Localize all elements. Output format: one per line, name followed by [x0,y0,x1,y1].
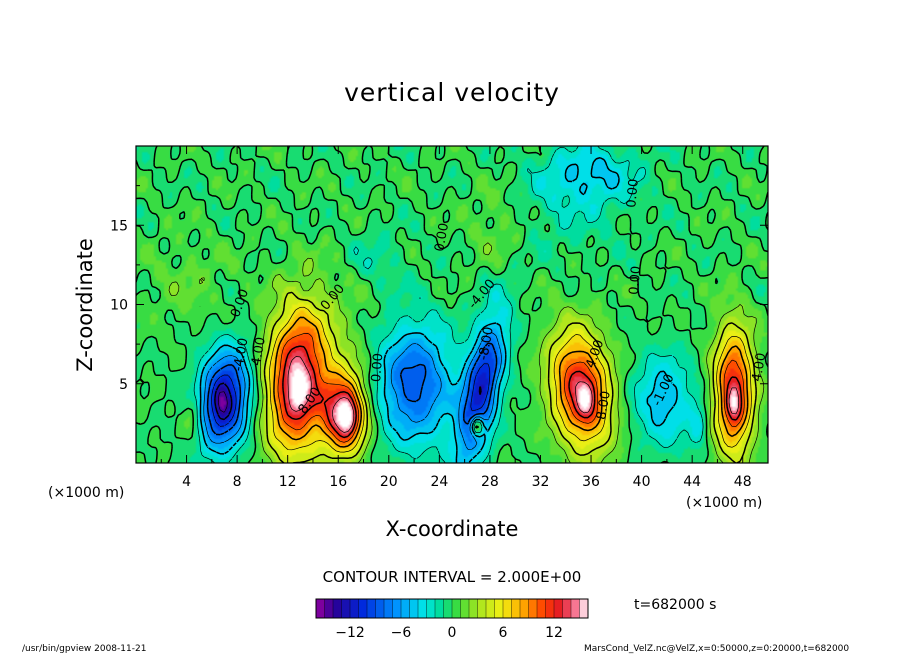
contour-label: 0.00 [432,222,452,253]
colorbar-cell [375,598,385,619]
x-tick-label: 36 [582,474,600,490]
colorbar-cell [443,598,453,619]
contour-label: 0.00 [627,265,644,295]
colorbar-cell [417,598,428,619]
x-tick-label: 4 [182,474,191,490]
colorbar-cell [383,598,394,619]
contour-interval-text: CONTOUR INTERVAL = 2.000E+00 [323,568,582,586]
contour-level-2 [168,242,765,463]
contour-label: 4.00 [249,336,269,367]
colorbar-cell [349,598,360,619]
colorbar-cell [570,598,581,619]
colorbar-cell [366,598,377,619]
colorbar: −12 −6 0 6 12 [315,598,589,641]
colorbar-tick-label: 6 [499,625,508,641]
contour-level-4 [263,291,757,463]
chart-title: vertical velocity [344,78,560,107]
x-axis-label: X-coordinate [386,517,519,541]
contour-level-neg6 [203,332,502,450]
contour-level-12 [282,345,743,439]
colorbar-cell [519,598,530,619]
colorbar-cell [553,598,564,619]
x-unit-left: (×1000 m) [48,485,124,501]
contour-level-neg2 [193,146,704,463]
y-tick-label: 10 [110,298,128,314]
contour-label: -8.00 [476,326,497,362]
y-axis: 5 10 15 [110,185,768,424]
colorbar-cell [341,598,351,619]
colorbar-cell [536,598,547,619]
footer-right: MarsCond_VelZ.nc@VelZ,x=0:50000,z=0:2000… [584,644,849,654]
x-tick-label: 44 [683,474,701,490]
contour-label: 4.00 [750,352,770,383]
colorbar-cell [434,598,445,619]
y-tick-label: 15 [110,218,128,234]
colorbar-tick-label: 12 [545,625,563,641]
colorbar-cell [468,598,479,619]
colorbar-cell [451,598,462,619]
x-tick-label: 28 [481,474,499,490]
colorbar-cell [494,598,504,619]
contour-lines [136,146,768,463]
colorbar-cell [426,598,436,619]
contour-label: 8.00 [594,390,614,421]
colorbar-tick-label: 0 [448,625,457,641]
contour-label: -4.00 [231,337,252,373]
colorbar-ticks: −12 −6 0 6 12 [335,625,563,641]
x-tick-label: 8 [233,474,242,490]
contour-level-10 [277,333,745,443]
colorbar-cell [562,598,572,619]
time-label: t=682000 s [634,597,716,613]
x-unit-right: (×1000 m) [686,495,762,511]
y-tick-label: 5 [119,377,128,393]
x-tick-label: 32 [532,474,550,490]
contour-level-14 [287,356,740,433]
footer-left: /usr/bin/gpview 2008-11-21 [22,644,146,654]
contour-level-neg10 [211,363,491,427]
colorbar-cell [358,598,368,619]
colorbar-frame [315,598,589,619]
colorbar-cell [409,598,419,619]
contour-labels: 0.00-4.004.008.000.000.000.00-8.00-4.000… [228,178,770,421]
colorbar-cell [485,598,496,619]
contour-level-neg4 [199,157,678,463]
x-tick-label: 40 [633,474,651,490]
x-axis: 4 8 12 16 20 24 28 32 36 40 44 48 [160,146,752,490]
colorbar-cell [528,598,538,619]
colorbar-cell [332,598,343,619]
contour-level-8 [273,316,749,448]
colorbar-tick-label: −6 [391,625,412,641]
colorbar-cell [511,598,521,619]
colorbar-cell [392,598,402,619]
contour-level-0 [136,146,768,463]
colorbar-cell [579,598,589,619]
contour-level-neg8 [206,342,498,436]
x-tick-label: 20 [380,474,398,490]
x-tick-label: 24 [430,474,448,490]
x-tick-label: 16 [329,474,347,490]
colorbar-tick-label: −12 [335,625,365,641]
contour-level-neg12 [214,382,482,421]
colorbar-cell [502,598,513,619]
x-tick-label: 12 [279,474,297,490]
contour-label: 0.00 [369,353,386,383]
y-axis-label: Z-coordinate [73,238,97,372]
colorbar-cell [315,598,326,619]
contour-level-neg14 [218,391,228,413]
plot-area: 0.00-4.004.008.000.000.000.00-8.00-4.000… [136,146,770,463]
colorbar-cell [400,598,411,619]
colorbar-cell [545,598,555,619]
colorbar-cell [477,598,487,619]
colorbar-cell [324,598,334,619]
heatmap-field [136,146,768,463]
contour-label: 0.00 [624,178,641,208]
colorbar-cell [460,598,470,619]
colorbar-cells [315,598,589,619]
x-tick-label: 48 [734,474,752,490]
contour-level-6 [269,306,752,453]
